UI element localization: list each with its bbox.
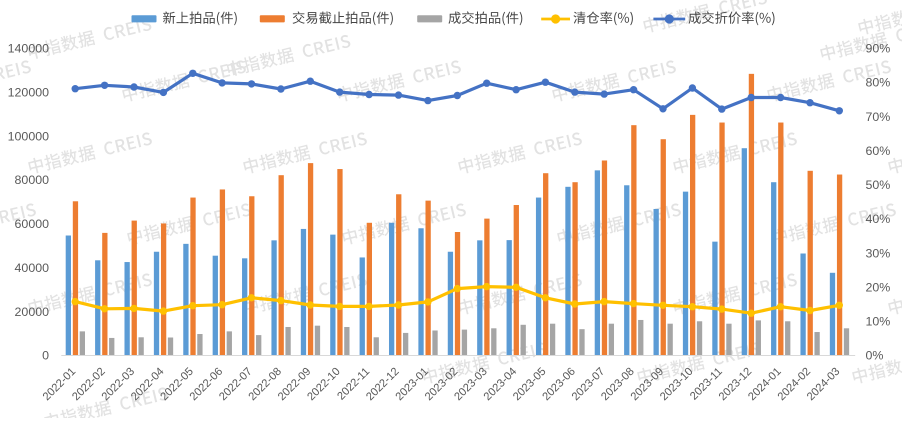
svg-text:10%: 10% [866, 315, 891, 329]
svg-text:90%: 90% [866, 42, 891, 56]
svg-text:100000: 100000 [8, 129, 49, 143]
svg-text:0%: 0% [866, 349, 884, 363]
svg-text:140000: 140000 [8, 42, 49, 56]
svg-text:20%: 20% [866, 281, 891, 295]
svg-text:50%: 50% [866, 178, 891, 192]
svg-text:70%: 70% [866, 110, 891, 124]
svg-text:40000: 40000 [15, 261, 50, 275]
svg-text:0: 0 [42, 349, 49, 363]
svg-text:120000: 120000 [8, 86, 49, 100]
svg-text:60%: 60% [866, 144, 891, 158]
svg-text:80%: 80% [866, 76, 891, 90]
svg-text:20000: 20000 [15, 305, 50, 319]
svg-text:40%: 40% [866, 212, 891, 226]
svg-text:80000: 80000 [15, 173, 50, 187]
svg-text:60000: 60000 [15, 217, 50, 231]
svg-text:30%: 30% [866, 246, 891, 260]
